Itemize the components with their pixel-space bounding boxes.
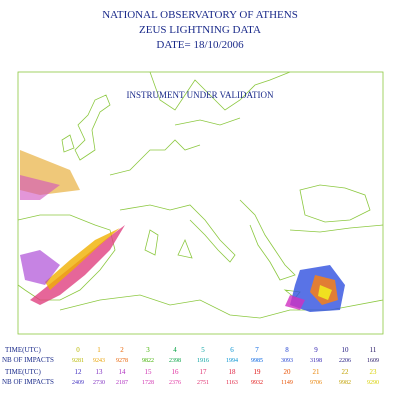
impacts: 9278	[116, 358, 128, 364]
impacts-label: NB OF IMPACTS	[2, 378, 54, 386]
hour: 7	[255, 346, 259, 354]
hour: 3	[146, 346, 150, 354]
cluster	[285, 295, 305, 310]
time-label: TIME(UTC)	[5, 346, 41, 354]
impacts: 9706	[310, 380, 322, 386]
impacts: 9243	[93, 358, 105, 364]
hour: 13	[96, 368, 104, 376]
impacts: 9822	[142, 358, 154, 364]
lightning-clusters	[20, 150, 345, 312]
impacts: 1149	[281, 380, 293, 386]
impacts: 1916	[197, 358, 209, 364]
impacts: 9290	[367, 380, 379, 386]
impacts: 1994	[226, 358, 238, 364]
hour: 23	[370, 368, 378, 376]
cluster	[20, 175, 60, 200]
hour: 21	[313, 368, 321, 376]
cluster	[45, 228, 120, 290]
hour: 10	[342, 346, 350, 354]
hour: 5	[201, 346, 205, 354]
impacts: 2730	[93, 380, 105, 386]
map-frame	[17, 71, 384, 335]
cluster	[318, 285, 332, 300]
impacts: 2751	[197, 380, 209, 386]
hour: 22	[342, 368, 350, 376]
date: DATE= 18/10/2006	[156, 39, 244, 51]
impacts: 2398	[169, 358, 181, 364]
impacts: 9985	[251, 358, 263, 364]
coastline	[17, 71, 384, 319]
cluster	[20, 250, 60, 285]
impacts: 1609	[367, 358, 379, 364]
impacts: 9281	[72, 358, 84, 364]
impacts: 3093	[281, 358, 293, 364]
hour: 17	[200, 368, 208, 376]
impacts: 3198	[310, 358, 322, 364]
hour: 11	[370, 346, 377, 354]
impacts-table: TIME(UTC)NB OF IMPACTS092811924329278398…	[2, 346, 379, 386]
impacts: 1728	[142, 380, 154, 386]
title: NATIONAL OBSERVATORY OF ATHENS	[102, 9, 298, 21]
hour: 19	[254, 368, 262, 376]
hour: 15	[145, 368, 153, 376]
time-label: TIME(UTC)	[5, 368, 41, 376]
impacts: 1163	[226, 380, 238, 386]
map-annotation: INSTRUMENT UNDER VALIDATION	[126, 90, 274, 100]
hour: 8	[285, 346, 289, 354]
impacts: 9982	[339, 380, 351, 386]
hour: 2	[120, 346, 124, 354]
hour: 14	[119, 368, 127, 376]
map: INSTRUMENT UNDER VALIDATION	[17, 71, 384, 335]
hour: 16	[172, 368, 180, 376]
impacts-label: NB OF IMPACTS	[2, 356, 54, 364]
hour: 0	[76, 346, 80, 354]
impacts: 2376	[169, 380, 181, 386]
impacts: 9932	[251, 380, 263, 386]
hour: 18	[229, 368, 237, 376]
subtitle: ZEUS LIGHTNING DATA	[139, 24, 261, 36]
hour: 4	[173, 346, 177, 354]
impacts: 2206	[339, 358, 351, 364]
hour: 6	[230, 346, 234, 354]
impacts: 2187	[116, 380, 128, 386]
hour: 9	[314, 346, 318, 354]
hour: 20	[284, 368, 292, 376]
hour: 1	[97, 346, 101, 354]
impacts: 2409	[72, 380, 84, 386]
hour: 12	[75, 368, 83, 376]
